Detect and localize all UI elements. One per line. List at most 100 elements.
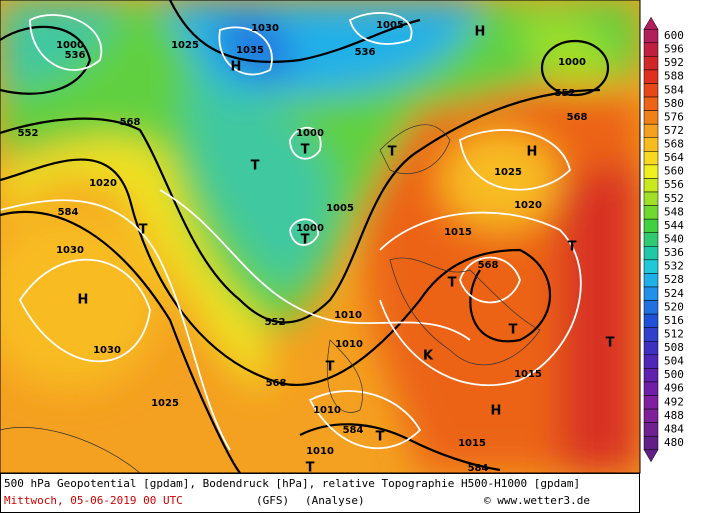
- colorbar-label: 532: [664, 260, 684, 273]
- map-label: 536: [355, 47, 376, 58]
- colorbar-label: 484: [664, 422, 684, 435]
- map-label: 1010: [334, 310, 362, 321]
- colorbar-label: 508: [664, 341, 684, 354]
- colorbar-swatch: [643, 381, 659, 396]
- colorbar-label: 512: [664, 327, 684, 340]
- caption-title: 500 hPa Geopotential [gpdam], Bodendruck…: [4, 477, 580, 490]
- map-label: 1025: [171, 40, 199, 51]
- colorbar-swatch: [643, 259, 659, 274]
- colorbar-swatch: [643, 408, 659, 423]
- map-label: H: [78, 293, 89, 308]
- colorbar-label: 528: [664, 273, 684, 286]
- colorbar-label: 580: [664, 97, 684, 110]
- colorbar-label: 560: [664, 165, 684, 178]
- colorbar-swatch: [643, 218, 659, 233]
- colorbar-label: 572: [664, 124, 684, 137]
- colorbar-swatch: [643, 56, 659, 71]
- map-label: 1010: [306, 446, 334, 457]
- map-label: 1015: [514, 369, 542, 380]
- map-label: 1020: [89, 178, 117, 189]
- map-label: 1030: [251, 23, 279, 34]
- map-label: 1005: [376, 20, 404, 31]
- colorbar: 6005965925885845805765725685645605565525…: [643, 16, 684, 463]
- map-label: 568: [120, 117, 141, 128]
- colorbar-swatch: [643, 69, 659, 84]
- map-label: 1025: [151, 398, 179, 409]
- colorbar-label: 592: [664, 56, 684, 69]
- colorbar-label: 576: [664, 110, 684, 123]
- map-label: T: [139, 223, 148, 238]
- map-label: T: [326, 360, 335, 375]
- caption-date: Mittwoch, 05-06-2019 00 UTC: [4, 494, 183, 507]
- colorbar-swatch: [643, 110, 659, 125]
- map-label: 584: [468, 463, 489, 474]
- colorbar-arrow-bottom: [643, 449, 659, 463]
- colorbar-label: 520: [664, 300, 684, 313]
- colorbar-swatch: [643, 151, 659, 166]
- colorbar-swatch: [643, 205, 659, 220]
- map-label: T: [306, 461, 315, 476]
- map-label: 1000: [558, 57, 586, 68]
- caption-model: (GFS): [256, 494, 289, 507]
- map-label: 552: [555, 88, 576, 99]
- colorbar-label: 540: [664, 233, 684, 246]
- colorbar-swatch: [643, 191, 659, 206]
- colorbar-swatch: [643, 83, 659, 98]
- map-label: T: [376, 430, 385, 445]
- colorbar-swatch: [643, 395, 659, 410]
- map-label: 1015: [458, 438, 486, 449]
- colorbar-swatch: [643, 178, 659, 193]
- colorbar-label: 552: [664, 192, 684, 205]
- map-label: K: [423, 349, 434, 364]
- map-label: 1035: [236, 45, 264, 56]
- map-label: 584: [343, 425, 364, 436]
- colorbar-swatch: [643, 28, 659, 44]
- map-label: 552: [18, 128, 39, 139]
- colorbar-label: 544: [664, 219, 684, 232]
- colorbar-swatch: [643, 368, 659, 383]
- colorbar-swatch: [643, 123, 659, 139]
- map-label: 568: [266, 378, 287, 389]
- colorbar-label: 588: [664, 70, 684, 83]
- colorbar-swatch: [643, 96, 659, 111]
- colorbar-swatch: [643, 313, 659, 328]
- colorbar-swatch: [643, 232, 659, 247]
- caption-run: (Analyse): [305, 494, 365, 507]
- colorbar-label: 596: [664, 43, 684, 56]
- map-label: 1000: [296, 223, 324, 234]
- map-label: T: [388, 145, 397, 160]
- map-label: T: [251, 159, 260, 174]
- colorbar-label: 548: [664, 205, 684, 218]
- map-label: H: [491, 404, 502, 419]
- map-label: T: [301, 143, 310, 158]
- colorbar-label: 600: [664, 29, 684, 42]
- colorbar-label: 568: [664, 138, 684, 151]
- map-label: 1025: [494, 167, 522, 178]
- map-label: T: [301, 233, 310, 248]
- colorbar-label: 504: [664, 355, 684, 368]
- map-label: 568: [567, 112, 588, 123]
- map-label: 1030: [93, 345, 121, 356]
- colorbar-label: 524: [664, 287, 684, 300]
- map-label: H: [527, 145, 538, 160]
- map-label: 1000: [56, 40, 84, 51]
- map-label: 584: [58, 207, 79, 218]
- colorbar-label: 500: [664, 368, 684, 381]
- map-label: 1010: [335, 339, 363, 350]
- colorbar-swatch: [643, 137, 659, 152]
- map-label: H: [475, 25, 486, 40]
- colorbar-swatch: [643, 286, 659, 301]
- colorbar-label: 480: [664, 436, 684, 449]
- map-label: 568: [478, 260, 499, 271]
- map-label: H: [231, 60, 242, 75]
- map-label: 1005: [326, 203, 354, 214]
- map-label: 552: [265, 317, 286, 328]
- map-label: T: [509, 323, 518, 338]
- map-label: 1010: [313, 405, 341, 416]
- colorbar-swatch: [643, 300, 659, 315]
- colorbar-swatch: [643, 327, 659, 342]
- colorbar-swatch: [643, 341, 659, 356]
- colorbar-swatch: [643, 435, 659, 451]
